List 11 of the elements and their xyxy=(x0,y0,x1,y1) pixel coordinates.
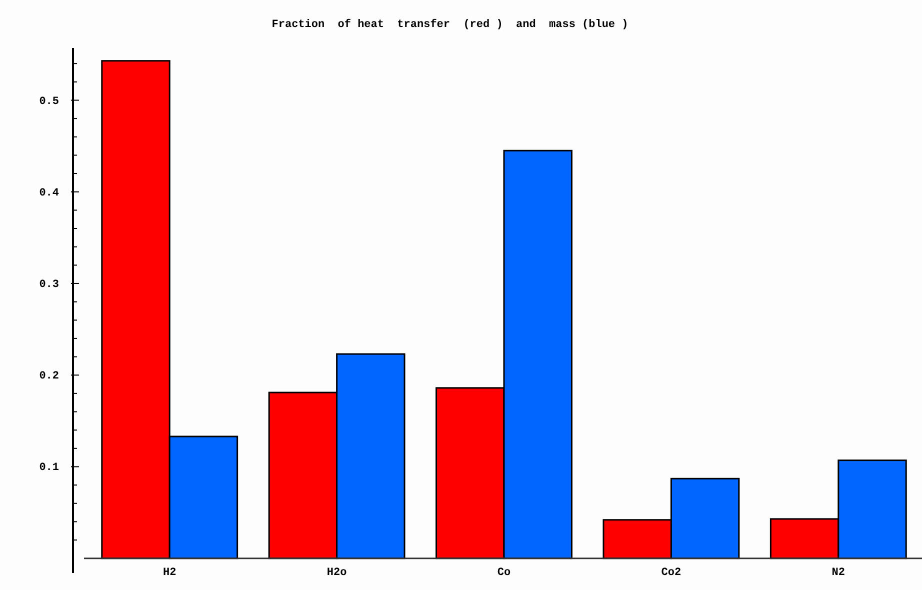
y-tick-label: 0.4 xyxy=(39,187,60,200)
x-tick-label: H2o xyxy=(326,567,348,580)
x-tick-label: H2 xyxy=(163,567,176,580)
y-tick-label: 0.2 xyxy=(39,370,59,383)
y-tick-label: 0.3 xyxy=(39,278,60,291)
y-tick-label: 0.1 xyxy=(39,462,60,474)
x-tick-label: Co2 xyxy=(661,567,682,580)
x-tick-label: N2 xyxy=(832,567,845,580)
y-tick-label: 0.5 xyxy=(39,96,60,108)
chart-title: Fraction of heat transfer (red ) and mass (blue ) xyxy=(272,18,628,31)
x-tick-label: Co xyxy=(497,567,511,580)
